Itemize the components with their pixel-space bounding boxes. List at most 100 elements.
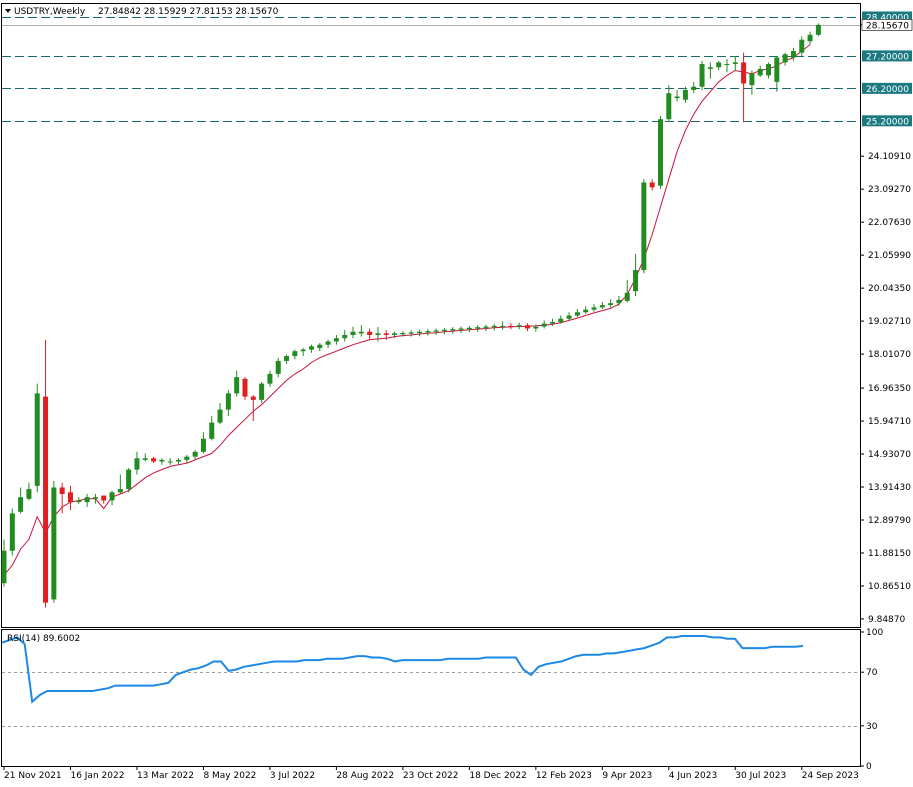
- price-tick-label: 15.94710: [868, 417, 911, 427]
- candle-body: [608, 303, 614, 306]
- rsi-tick-label: 100: [866, 628, 883, 638]
- candle-body: [109, 492, 115, 501]
- candle-body: [624, 292, 630, 301]
- candle-body: [466, 327, 472, 330]
- candle-body: [358, 331, 364, 334]
- candle-body: [666, 93, 672, 120]
- level-price-label: 25.20000: [866, 117, 909, 127]
- candle-body: [500, 325, 506, 327]
- price-tick-label: 18.01070: [868, 350, 911, 360]
- symbol-dropdown-icon[interactable]: [5, 9, 11, 13]
- candle-body: [450, 329, 456, 331]
- time-tick-label: 18 Dec 2022: [469, 771, 527, 781]
- candle-body: [18, 497, 24, 512]
- candle-body: [815, 24, 821, 35]
- rsi-tick-label: 0: [866, 762, 872, 772]
- candle-body: [151, 458, 157, 462]
- price-tick-label: 13.91430: [868, 483, 911, 493]
- time-tick-label: 8 May 2022: [203, 771, 256, 781]
- candle-body: [234, 377, 240, 394]
- main-pane-frame: [1, 3, 861, 628]
- candle-body: [342, 334, 348, 339]
- candle-body: [43, 396, 49, 603]
- candle-body: [541, 323, 547, 327]
- time-tick-label: 23 Oct 2022: [403, 771, 459, 781]
- price-tick-label: 24.10910: [868, 152, 911, 162]
- candles-layer: [1, 23, 821, 608]
- candle-body: [441, 329, 447, 332]
- candle-body: [76, 500, 82, 503]
- candle-body: [26, 489, 32, 499]
- candle-body: [691, 86, 697, 90]
- price-tick-label: 19.02710: [868, 317, 911, 327]
- price-tick-label: 10.86510: [868, 582, 911, 592]
- candle-body: [167, 461, 173, 463]
- rsi-tick-label: 30: [866, 722, 878, 732]
- time-tick-label: 21 Nov 2021: [4, 771, 62, 781]
- candle-body: [458, 328, 464, 330]
- candle-body: [425, 331, 431, 333]
- price-tick-label: 12.89790: [868, 516, 911, 526]
- time-tick-label: 24 Sep 2023: [802, 771, 859, 781]
- candle-body: [716, 62, 722, 68]
- candle-body: [525, 325, 531, 329]
- candle-body: [51, 487, 57, 600]
- candle-body: [1, 550, 7, 584]
- candle-body: [591, 307, 597, 310]
- candle-body: [583, 309, 589, 313]
- level-price-box: [862, 82, 912, 94]
- candle-body: [741, 62, 747, 84]
- level-price-box: [862, 115, 912, 127]
- rsi-line: [1, 635, 804, 704]
- candle-body: [533, 326, 539, 329]
- candle-body: [159, 459, 165, 462]
- candle-body: [599, 305, 605, 308]
- candle-body: [566, 315, 572, 319]
- candle-body: [292, 351, 298, 357]
- candle-body: [275, 360, 281, 374]
- candle-body: [67, 492, 73, 503]
- candle-body: [682, 89, 688, 100]
- candle-body: [200, 438, 206, 452]
- candle-body: [657, 119, 663, 186]
- candle-body: [574, 312, 580, 316]
- candle-body: [749, 73, 755, 86]
- time-tick-label: 13 Mar 2022: [137, 771, 194, 781]
- candle-body: [707, 67, 713, 69]
- candle-body: [317, 344, 323, 348]
- candle-body: [616, 299, 622, 304]
- candle-body: [433, 330, 439, 332]
- candle-body: [790, 51, 796, 58]
- candle-body: [284, 356, 290, 361]
- candle-body: [417, 331, 422, 334]
- time-tick-label: 28 Aug 2022: [336, 771, 394, 781]
- candle-body: [209, 422, 215, 439]
- candle-body: [649, 182, 655, 188]
- candle-body: [516, 325, 522, 327]
- candle-body: [408, 332, 414, 334]
- level-price-label: 26.20000: [866, 85, 909, 95]
- level-price-label: 28.40000: [866, 13, 909, 23]
- candle-body: [375, 333, 381, 335]
- candle-body: [633, 270, 639, 292]
- current-price-label: 28.15670: [866, 21, 909, 31]
- candle-body: [142, 458, 148, 460]
- candle-body: [383, 333, 389, 335]
- candle-body: [242, 378, 248, 397]
- rsi-label: RSI(14) 89.6002: [7, 634, 80, 644]
- price-axis: 28.15670 24.10910 23.09270 22.07630 21.05990…: [860, 11, 913, 625]
- candle-body: [333, 338, 339, 342]
- candle-body: [325, 341, 331, 345]
- rsi-tick-label: 70: [866, 668, 878, 678]
- candle-body: [225, 393, 231, 410]
- candle-body: [475, 327, 481, 329]
- candle-body: [549, 321, 555, 324]
- candle-body: [267, 373, 273, 384]
- time-tick-label: 16 Jan 2022: [70, 771, 124, 781]
- candle-body: [217, 409, 223, 423]
- price-tick-label: 23.09270: [868, 185, 911, 195]
- moving-average-line: [3, 44, 811, 576]
- level-price-box: [862, 11, 912, 23]
- candle-body: [508, 325, 514, 327]
